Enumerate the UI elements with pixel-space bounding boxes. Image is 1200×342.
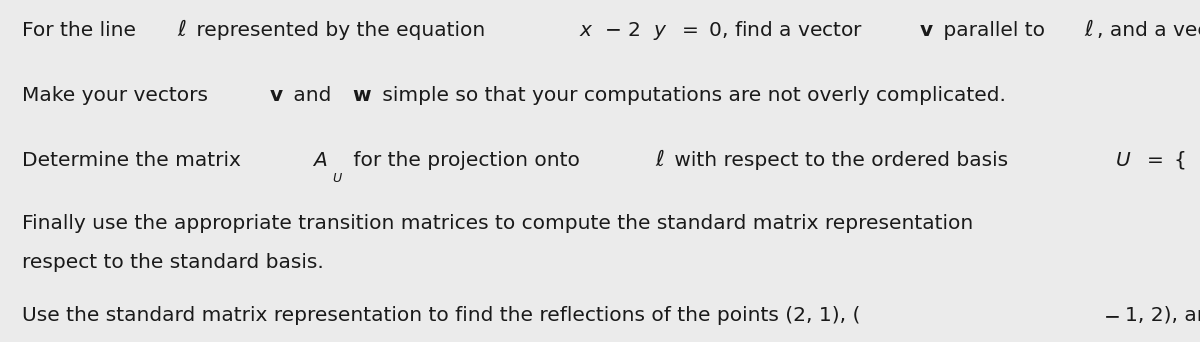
Text: For the line: For the line bbox=[22, 21, 142, 40]
Text: $A$: $A$ bbox=[312, 151, 328, 170]
Text: $_{U}$: $_{U}$ bbox=[332, 167, 343, 185]
Text: $U$: $U$ bbox=[1115, 151, 1132, 170]
Text: parallel to: parallel to bbox=[936, 21, 1051, 40]
Text: $-$: $-$ bbox=[1103, 306, 1120, 325]
Text: w: w bbox=[353, 86, 371, 105]
Text: 1, 2), and (5, 0) with respect to: 1, 2), and (5, 0) with respect to bbox=[1124, 306, 1200, 325]
Text: $y$: $y$ bbox=[653, 23, 667, 42]
Text: $\ell$: $\ell$ bbox=[176, 19, 187, 41]
Text: v: v bbox=[270, 86, 283, 105]
Text: represented by the equation: represented by the equation bbox=[190, 21, 491, 40]
Text: and: and bbox=[287, 86, 337, 105]
Text: for the projection onto: for the projection onto bbox=[347, 151, 586, 170]
Text: $=$ {: $=$ { bbox=[1136, 149, 1186, 171]
Text: $-$ 2: $-$ 2 bbox=[598, 21, 641, 40]
Text: $=$ 0, find a vector: $=$ 0, find a vector bbox=[672, 19, 864, 40]
Text: respect to the standard basis.: respect to the standard basis. bbox=[22, 253, 323, 273]
Text: $\ell$: $\ell$ bbox=[655, 149, 665, 171]
Text: $x$: $x$ bbox=[578, 21, 594, 40]
Text: with respect to the ordered basis: with respect to the ordered basis bbox=[668, 151, 1014, 170]
Text: Finally use the appropriate transition matrices to compute the standard matrix r: Finally use the appropriate transition m… bbox=[22, 214, 985, 233]
Text: Make your vectors: Make your vectors bbox=[22, 86, 214, 105]
Text: v: v bbox=[919, 21, 932, 40]
Text: Use the standard matrix representation to find the reflections of the points (2,: Use the standard matrix representation t… bbox=[22, 306, 860, 325]
Text: simple so that your computations are not overly complicated.: simple so that your computations are not… bbox=[377, 86, 1006, 105]
Text: $\ell$: $\ell$ bbox=[1084, 19, 1094, 41]
Text: , and a vector: , and a vector bbox=[1097, 21, 1200, 40]
Text: Determine the matrix: Determine the matrix bbox=[22, 151, 247, 170]
